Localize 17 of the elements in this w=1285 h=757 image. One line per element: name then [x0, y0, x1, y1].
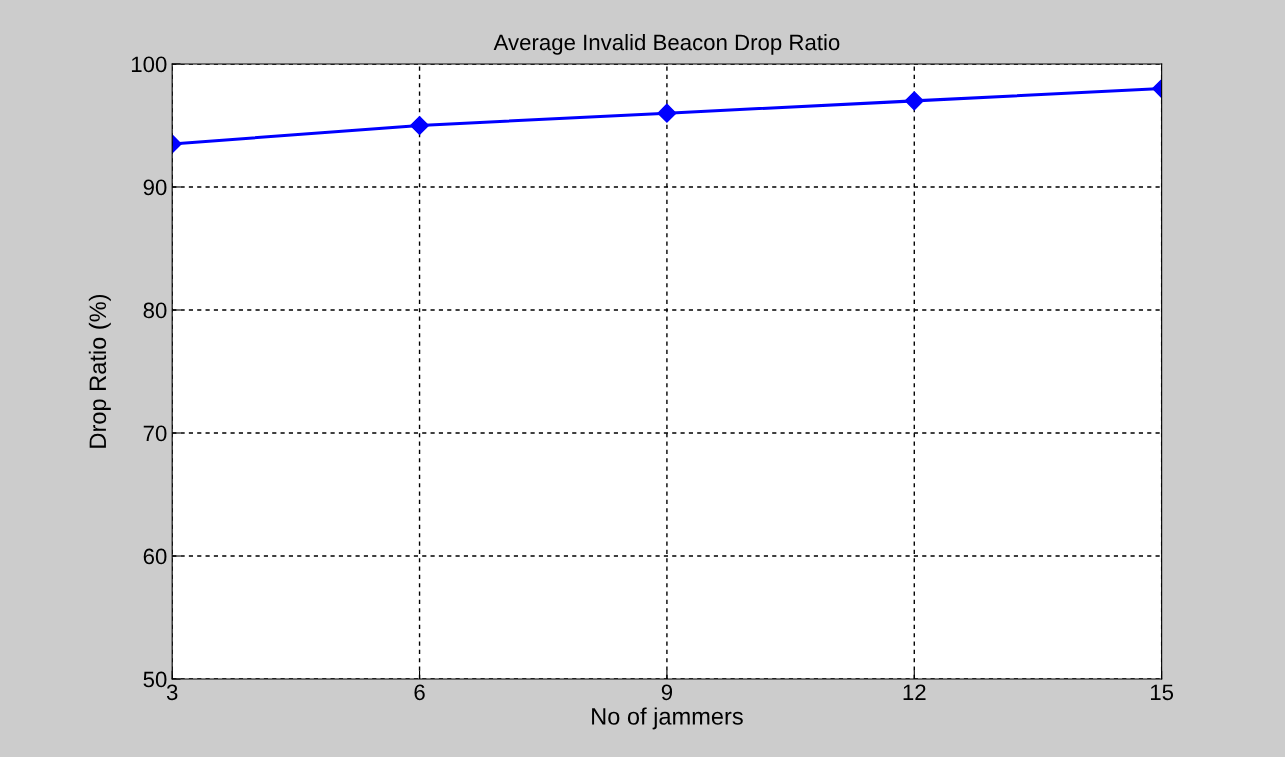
x-tick-label: 3	[166, 684, 178, 701]
y-tick-label: 70	[143, 425, 167, 442]
y-tick-label: 60	[143, 548, 167, 565]
point	[657, 103, 677, 123]
x-tick-label: 15	[1150, 684, 1174, 701]
point	[410, 115, 430, 136]
y-tick-label: 100	[131, 56, 167, 73]
y-axis-title: Drop Ratio (%)	[88, 294, 111, 448]
x-tick-label: 9	[661, 684, 673, 701]
x-tick-label: 12	[903, 684, 926, 700]
x-tick-label: 6	[414, 684, 425, 701]
point	[904, 91, 924, 111]
chart-title: Average Invalid Beacon Drop Ratio	[493, 33, 840, 55]
x-axis-title: No of jammers	[592, 707, 743, 730]
y-tick-label: 90	[143, 179, 167, 196]
y-tick-label: 80	[143, 302, 167, 319]
y-tick-label: 50	[143, 671, 167, 688]
